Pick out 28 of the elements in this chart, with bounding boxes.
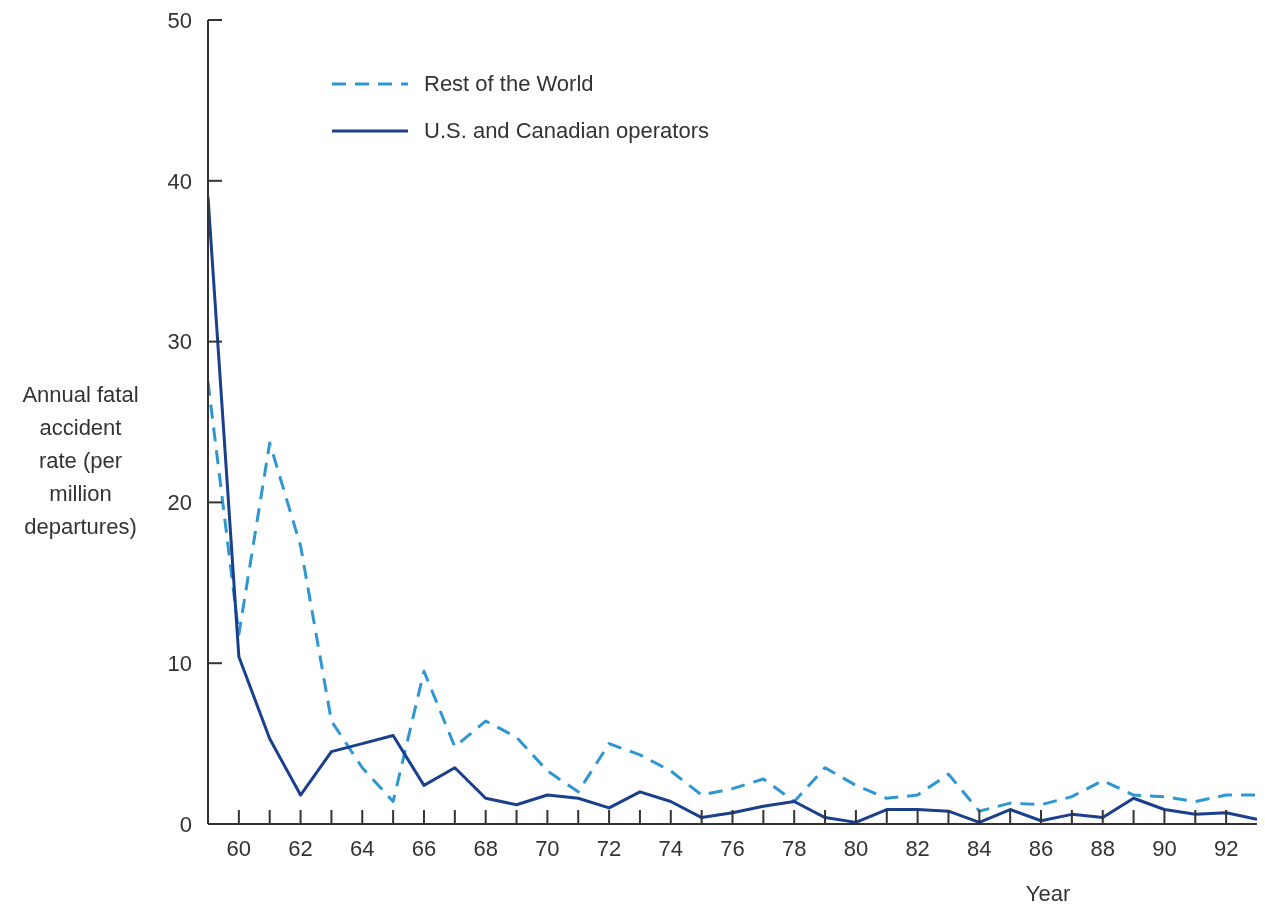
legend-label: U.S. and Canadian operators (424, 117, 709, 144)
y-axis-title: Annual fatal accident rate (per million departures) (21, 381, 140, 541)
x-tick-label: 66 (411, 835, 437, 861)
y-tick-label: 40 (167, 168, 192, 194)
x-tick-label: 90 (1152, 835, 1177, 861)
y-tick-label: 30 (167, 329, 192, 355)
x-tick-label: 68 (473, 835, 498, 861)
y-tick-label: 10 (167, 651, 192, 677)
x-tick-label: 88 (1090, 835, 1115, 861)
line-series (208, 380, 1257, 813)
x-tick-label: 80 (843, 835, 869, 861)
legend-label: Rest of the World (424, 70, 594, 97)
x-tick-label: 60 (226, 835, 252, 861)
x-tick-label: 76 (720, 835, 745, 861)
x-tick-label: 82 (905, 835, 930, 861)
x-tick-label: 64 (350, 835, 375, 861)
y-tick-label: 20 (167, 490, 192, 516)
x-axis-title: Year (1024, 881, 1072, 907)
x-tick-label: 78 (781, 835, 807, 861)
x-tick-label: 70 (535, 835, 560, 861)
x-tick-label: 72 (596, 835, 622, 861)
x-tick-label: 74 (658, 835, 684, 861)
x-tick-label: 84 (967, 835, 992, 861)
x-tick-label: 62 (288, 835, 313, 861)
x-tick-label: 92 (1213, 835, 1239, 861)
y-tick-label: 0 (179, 811, 192, 837)
y-tick-label: 50 (167, 7, 192, 33)
x-tick-label: 86 (1028, 835, 1054, 861)
